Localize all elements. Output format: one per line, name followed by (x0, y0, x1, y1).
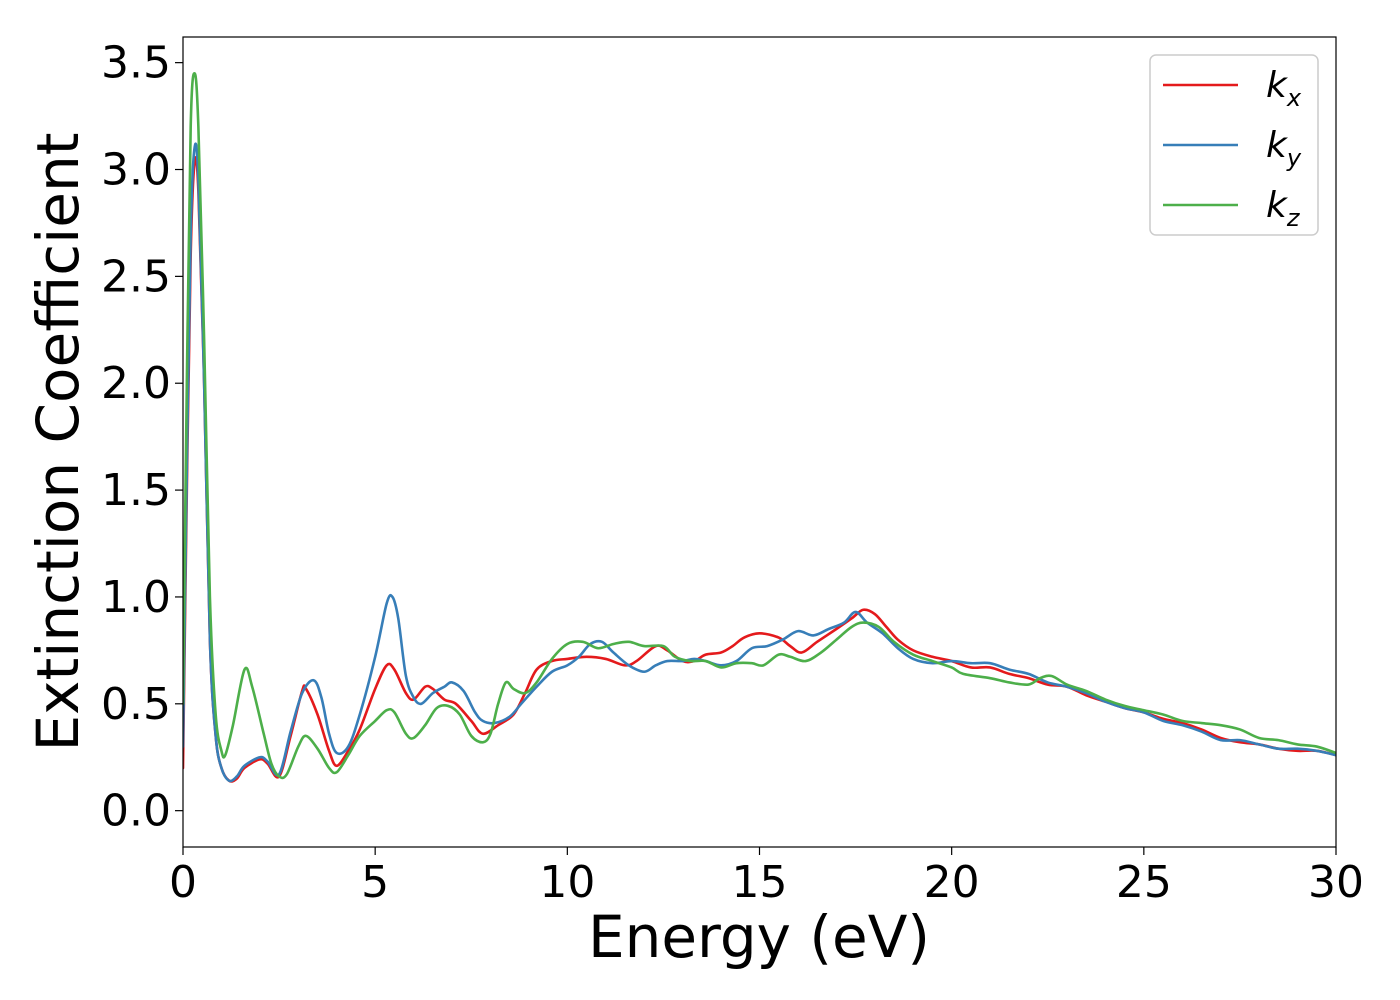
legend-label-kz: kz (1266, 185, 1301, 232)
legend-label-base: k (1266, 125, 1289, 166)
x-tick-label: 20 (924, 857, 980, 908)
series-layer (183, 72, 1336, 783)
y-tick-label: 3.5 (101, 38, 171, 89)
x-tick-label: 0 (169, 857, 197, 908)
y-axis-ticks: 0.0 0.5 1.0 1.5 2.0 2.5 3.0 3.5 (101, 38, 183, 837)
series-line-kx (183, 156, 1336, 783)
y-tick-label: 0.0 (101, 786, 171, 837)
legend-label-subscript: y (1286, 144, 1302, 172)
series-line-ky (183, 142, 1336, 783)
y-tick-label: 1.0 (101, 572, 171, 623)
y-tick-label: 2.5 (101, 251, 171, 302)
legend-label-kx: kx (1266, 65, 1302, 112)
x-tick-label: 15 (732, 857, 788, 908)
y-tick-label: 0.5 (101, 679, 171, 730)
x-tick-label: 10 (539, 857, 595, 908)
legend-label-base: k (1266, 65, 1289, 106)
x-tick-label: 25 (1116, 857, 1172, 908)
y-tick-label: 1.5 (101, 465, 171, 516)
x-tick-label: 5 (361, 857, 389, 908)
legend-label-ky: ky (1266, 125, 1302, 172)
legend-label-base: k (1266, 185, 1289, 226)
y-tick-label: 2.0 (101, 358, 171, 409)
x-tick-label: 30 (1308, 857, 1364, 908)
legend-label-subscript: z (1286, 204, 1301, 232)
legend-label-subscript: x (1286, 84, 1302, 112)
y-axis-title: Extinction Coefficient (24, 133, 92, 752)
x-axis-ticks: 0 5 10 15 20 25 30 (169, 847, 1364, 908)
y-tick-label: 3.0 (101, 145, 171, 196)
x-axis-title: Energy (eV) (588, 903, 930, 971)
series-line-kz (183, 72, 1336, 780)
